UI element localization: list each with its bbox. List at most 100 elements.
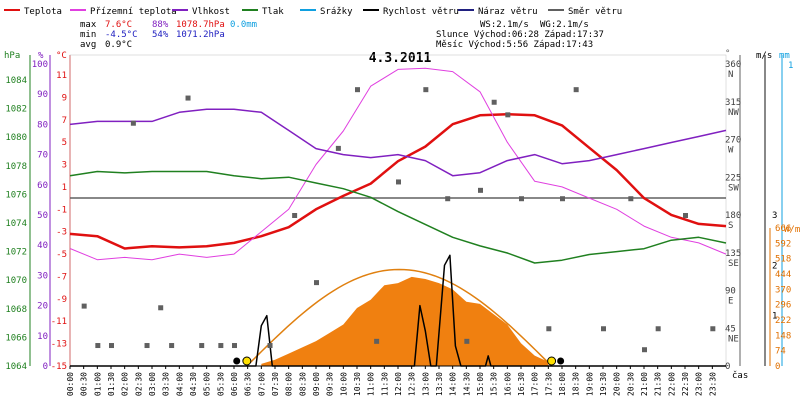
x-tick-label: 08:00 bbox=[285, 372, 294, 396]
tick-c: 1 bbox=[62, 183, 67, 193]
info-block: WS:2.1m/s WG:2.1m/s Slunce Východ:06:28 … bbox=[436, 20, 604, 50]
moon-info: Měsíc Východ:5:56 Západ:17:43 bbox=[436, 40, 593, 50]
moon-marker bbox=[557, 357, 565, 365]
tick-pct: 100 bbox=[32, 60, 48, 70]
x-tick-label: 17:30 bbox=[544, 372, 553, 396]
wind-dir-point bbox=[144, 343, 150, 349]
wind-dir-point bbox=[396, 179, 401, 185]
x-tick-label: 17:00 bbox=[531, 372, 540, 396]
x-tick-label: 08:30 bbox=[298, 372, 307, 396]
stats-max-temp: 7.6°C bbox=[105, 20, 132, 30]
tick-hpa: 1074 bbox=[5, 219, 27, 229]
tick-dir: S bbox=[728, 221, 733, 231]
stats-min-press: 1071.2hPa bbox=[176, 30, 225, 40]
x-tick-label: 04:00 bbox=[175, 372, 184, 396]
x-tick-label: 16:30 bbox=[517, 372, 526, 396]
x-tick-label: 20:30 bbox=[626, 372, 635, 396]
unit-ms: m/s bbox=[756, 51, 772, 61]
wind-dir-point bbox=[505, 112, 511, 118]
tick-hpa: 1070 bbox=[5, 276, 27, 286]
tick-c: -3 bbox=[56, 228, 67, 238]
legend-label-prizemni: Přízemní teplota bbox=[90, 7, 177, 17]
tick-c: 11 bbox=[56, 71, 67, 81]
x-tick-label: 13:30 bbox=[435, 372, 444, 396]
x-tick-label: 18:30 bbox=[572, 372, 581, 396]
tick-hpa: 1080 bbox=[5, 133, 27, 143]
wind-dir-point bbox=[185, 95, 191, 101]
tick-c: -5 bbox=[56, 250, 67, 260]
wind-dir-point bbox=[546, 326, 552, 332]
x-tick-label: 19:00 bbox=[585, 372, 594, 396]
unit-mm: mm bbox=[779, 51, 790, 61]
x-tick-label: 23:00 bbox=[695, 372, 704, 396]
wind-dir-point bbox=[158, 305, 164, 311]
stats-min-label: min bbox=[80, 30, 96, 40]
wind-dir-point bbox=[199, 343, 205, 349]
stats-max-press: 1078.7hPa bbox=[176, 20, 225, 30]
x-tick-label: 01:30 bbox=[107, 372, 116, 396]
wind-dir-point bbox=[423, 87, 429, 93]
series-prizemni-teplota bbox=[69, 67, 727, 261]
x-tick-label: 15:30 bbox=[490, 372, 499, 396]
x-tick-label: 00:00 bbox=[66, 372, 75, 396]
x-tick-label: 19:30 bbox=[599, 372, 608, 396]
tick-wm2: 296 bbox=[775, 301, 791, 311]
x-tick-label: 05:00 bbox=[203, 372, 212, 396]
x-tick-label: 16:00 bbox=[503, 372, 512, 396]
legend-label-srazky: Srážky bbox=[320, 7, 353, 17]
tick-dir: N bbox=[728, 70, 733, 80]
x-tick-label: 03:30 bbox=[162, 372, 171, 396]
x-tick-label: 01:00 bbox=[93, 372, 102, 396]
tick-deg: 180 bbox=[725, 211, 741, 221]
tick-deg: 360 bbox=[725, 60, 741, 70]
tick-c: 5 bbox=[62, 138, 67, 148]
wind-dir-point bbox=[655, 326, 661, 332]
stats-min-hum: 54% bbox=[152, 30, 169, 40]
stats-max-hum: 88% bbox=[152, 20, 169, 30]
tick-hpa: 1082 bbox=[5, 105, 27, 115]
tick-dir: SW bbox=[728, 183, 739, 193]
tick-pct: 80 bbox=[37, 120, 48, 130]
tick-deg: 135 bbox=[725, 249, 741, 259]
x-tick-label: 10:30 bbox=[353, 372, 362, 396]
wind-dir-point bbox=[710, 326, 716, 332]
legend-label-tlak: Tlak bbox=[262, 7, 284, 17]
unit-c: °C bbox=[56, 51, 67, 61]
tick-c: -11 bbox=[51, 317, 67, 327]
legend-label-smer: Směr větru bbox=[568, 7, 622, 17]
x-tick-label: 03:00 bbox=[148, 372, 157, 396]
wind-dir-point bbox=[232, 343, 237, 349]
x-tick-label: 14:30 bbox=[462, 372, 471, 396]
x-tick-label: 15:00 bbox=[476, 372, 485, 396]
tick-deg: 225 bbox=[725, 173, 741, 183]
wind-dir-point bbox=[292, 213, 298, 218]
wind-dir-point bbox=[491, 99, 497, 105]
x-tick-label: 12:30 bbox=[408, 372, 417, 396]
wind-ws: WS:2.1m/s bbox=[480, 20, 529, 30]
wind-dir-point bbox=[642, 347, 647, 353]
sun-layer bbox=[246, 268, 553, 367]
tick-hpa: 1084 bbox=[5, 76, 27, 86]
stats-max-label: max bbox=[80, 20, 97, 30]
tick-deg: 0 bbox=[725, 362, 730, 372]
stats-block: max 7.6°C 88% 1078.7hPa 0.0mm min -4.5°C… bbox=[80, 20, 257, 50]
x-tick-label: 22:30 bbox=[681, 372, 690, 396]
stats-max-rain: 0.0mm bbox=[230, 20, 257, 30]
legend-label-naraz: Náraz větru bbox=[478, 7, 538, 17]
wind-dir-point bbox=[355, 87, 360, 93]
x-tick-label: 22:00 bbox=[667, 372, 676, 396]
unit-deg: ° bbox=[725, 49, 730, 59]
tick-pct: 10 bbox=[37, 332, 48, 342]
wind-dir-point bbox=[267, 343, 273, 349]
tick-pct: 30 bbox=[37, 271, 48, 281]
tick-hpa: 1078 bbox=[5, 162, 27, 172]
wind-dir-point bbox=[519, 196, 524, 202]
tick-wm2: 370 bbox=[775, 285, 791, 295]
stats-avg-label: avg bbox=[80, 40, 96, 50]
tick-deg: 270 bbox=[725, 136, 741, 146]
x-tick-label: 20:00 bbox=[613, 372, 622, 396]
x-tick-label: 13:00 bbox=[421, 372, 430, 396]
unit-wm2: W/m² bbox=[784, 225, 800, 235]
tick-pct: 90 bbox=[37, 90, 48, 100]
tick-dir: E bbox=[728, 297, 733, 307]
